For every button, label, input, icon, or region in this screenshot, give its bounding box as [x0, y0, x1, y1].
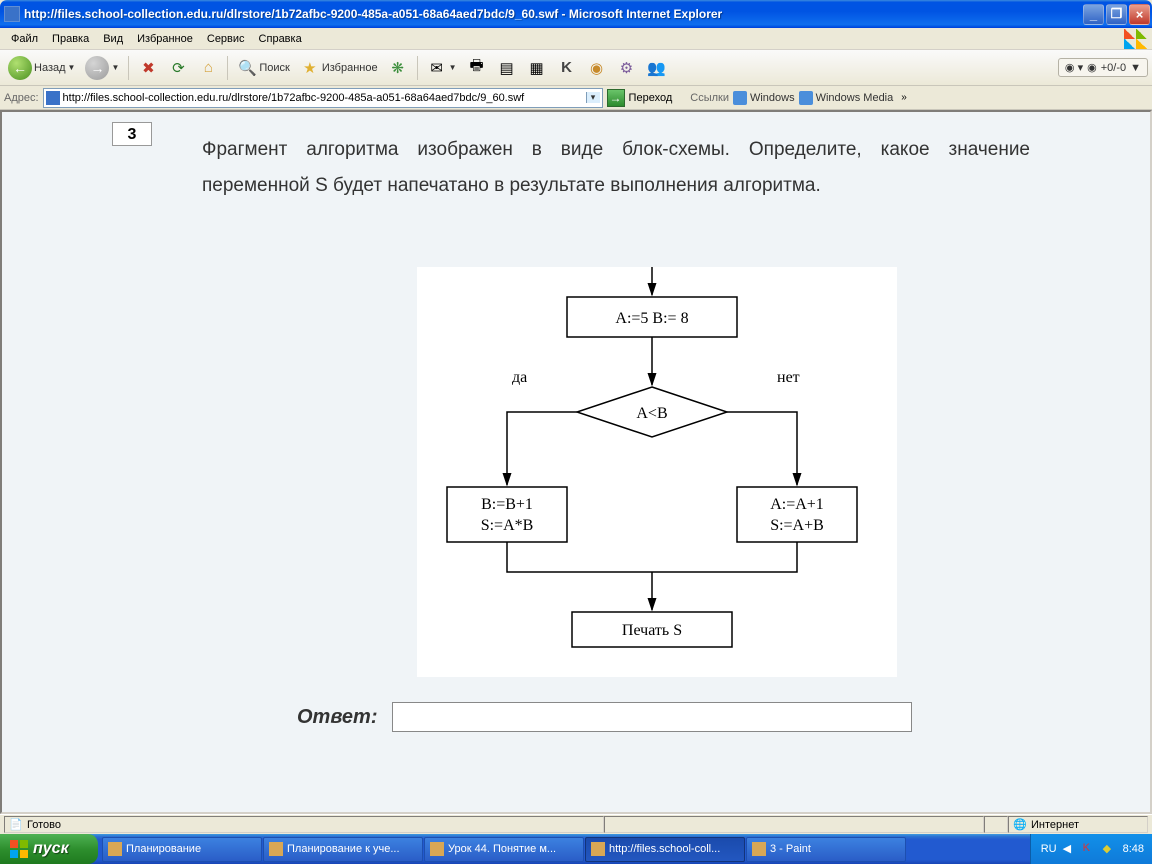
globe-icon: 🌐: [1013, 818, 1027, 832]
links-label: Ссылки: [690, 92, 729, 104]
taskbar-item-label: Урок 44. Понятие м...: [448, 843, 556, 855]
taskbar-item[interactable]: Урок 44. Понятие м...: [424, 837, 584, 862]
menu-help[interactable]: Справка: [252, 31, 309, 47]
start-button[interactable]: пуск: [0, 834, 98, 864]
taskbar-items: Планирование Планирование к уче... Урок 44…: [98, 834, 1030, 864]
tool-button-1[interactable]: ◉: [583, 54, 611, 82]
favorites-button[interactable]: ★Избранное: [296, 54, 382, 82]
app-icon: [591, 842, 605, 856]
taskbar-item-label: http://files.school-coll...: [609, 843, 720, 855]
address-label: Адрес:: [4, 92, 39, 104]
menu-favorites[interactable]: Избранное: [130, 31, 200, 47]
app-icon: [108, 842, 122, 856]
research-button[interactable]: K: [553, 54, 581, 82]
app-icon: [430, 842, 444, 856]
taskbar-item[interactable]: Планирование: [102, 837, 262, 862]
status-text: Готово: [27, 819, 61, 831]
links-more[interactable]: »: [897, 92, 911, 103]
address-dropdown[interactable]: ▾: [586, 92, 600, 103]
link-windows[interactable]: Windows: [733, 91, 795, 105]
edit-button[interactable]: ▤: [493, 54, 521, 82]
forward-button[interactable]: →▼: [81, 54, 123, 82]
title-bar: http://files.school-collection.edu.ru/dl…: [0, 0, 1152, 28]
minimize-button[interactable]: _: [1083, 4, 1104, 25]
menu-tools[interactable]: Сервис: [200, 31, 252, 47]
svg-text:A:=5 B:= 8: A:=5 B:= 8: [615, 310, 688, 327]
page-icon: [46, 91, 60, 105]
mail-button[interactable]: ✉▼: [423, 54, 461, 82]
app-icon: [269, 842, 283, 856]
question-number: 3: [112, 122, 152, 146]
svg-text:да: да: [512, 369, 527, 386]
question-text: Фрагмент алгоритма изображен в виде блок…: [202, 132, 1030, 204]
tray-clock[interactable]: 8:48: [1123, 843, 1144, 855]
maximize-button[interactable]: ❐: [1106, 4, 1127, 25]
refresh-button[interactable]: ⟳: [164, 54, 192, 82]
taskbar-item[interactable]: http://files.school-coll...: [585, 837, 745, 862]
zoom-control[interactable]: ◉ ▾ ◉ +0/-0 ▼: [1058, 58, 1148, 77]
menu-bar: Файл Правка Вид Избранное Сервис Справка: [0, 28, 1152, 50]
taskbar: пуск Планирование Планирование к уче... Ур…: [0, 834, 1152, 864]
taskbar-item-label: 3 - Paint: [770, 843, 811, 855]
address-input[interactable]: http://files.school-collection.edu.ru/dl…: [43, 88, 603, 108]
tool-button-2[interactable]: ⚙: [613, 54, 641, 82]
close-button[interactable]: ×: [1129, 4, 1150, 25]
page-icon: 📄: [9, 818, 23, 832]
eye-icon-2: ◉: [1087, 61, 1097, 74]
go-label: Переход: [629, 92, 673, 104]
svg-text:A<B: A<B: [636, 405, 667, 422]
answer-label: Ответ:: [297, 706, 378, 729]
home-button[interactable]: ⌂: [194, 54, 222, 82]
flowchart: A:=5 B:= 8 A<B да B:=B+1 S:=A*B нет A:=A…: [417, 267, 897, 677]
taskbar-item[interactable]: 3 - Paint: [746, 837, 906, 862]
svg-text:B:=B+1: B:=B+1: [481, 496, 533, 513]
windows-flag-icon: [1124, 29, 1148, 49]
status-bar: 📄 Готово 🌐 Интернет: [0, 814, 1152, 834]
menu-view[interactable]: Вид: [96, 31, 130, 47]
answer-input[interactable]: [392, 702, 912, 732]
window-title: http://files.school-collection.edu.ru/dl…: [24, 7, 1083, 21]
tray-icon-3[interactable]: ◆: [1103, 842, 1117, 856]
content-area: 3 Фрагмент алгоритма изображен в виде бл…: [0, 110, 1152, 814]
svg-text:A:=A+1: A:=A+1: [770, 496, 824, 513]
back-button[interactable]: ← Назад ▼: [4, 54, 79, 82]
menu-edit[interactable]: Правка: [45, 31, 96, 47]
taskbar-item-label: Планирование к уче...: [287, 843, 400, 855]
history-button[interactable]: ❋: [384, 54, 412, 82]
messenger-button[interactable]: 👥: [643, 54, 671, 82]
menu-file[interactable]: Файл: [4, 31, 45, 47]
stop-button[interactable]: ✖: [134, 54, 162, 82]
app-icon: [752, 842, 766, 856]
toolbar: ← Назад ▼ →▼ ✖ ⟳ ⌂ 🔍Поиск ★Избранное ❋ ✉…: [0, 50, 1152, 86]
link-windows-media[interactable]: Windows Media: [799, 91, 894, 105]
discuss-button[interactable]: ▦: [523, 54, 551, 82]
start-logo-icon: [10, 840, 28, 858]
taskbar-item[interactable]: Планирование к уче...: [263, 837, 423, 862]
svg-text:Печать S: Печать S: [622, 622, 682, 639]
eye-icon: ◉ ▾: [1065, 61, 1083, 74]
svg-text:нет: нет: [777, 369, 800, 386]
address-bar: Адрес: http://files.school-collection.ed…: [0, 86, 1152, 110]
svg-text:S:=A+B: S:=A+B: [770, 517, 824, 534]
taskbar-item-label: Планирование: [126, 843, 201, 855]
system-tray: RU ◀ K ◆ 8:48: [1030, 834, 1152, 864]
ie-icon: [4, 6, 20, 22]
search-button[interactable]: 🔍Поиск: [233, 54, 293, 82]
tray-icon-2[interactable]: K: [1083, 842, 1097, 856]
svg-text:S:=A*B: S:=A*B: [481, 517, 534, 534]
tray-icon-1[interactable]: ◀: [1063, 842, 1077, 856]
go-button[interactable]: →: [607, 89, 625, 107]
zone-text: Интернет: [1031, 819, 1079, 831]
tray-lang[interactable]: RU: [1041, 843, 1057, 855]
print-button[interactable]: 🖶: [463, 54, 491, 82]
